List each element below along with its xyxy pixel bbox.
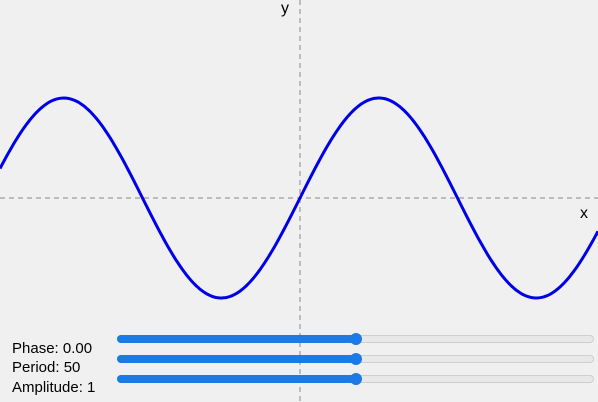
amplitude-slider[interactable] xyxy=(117,373,594,385)
phase-label: Phase: 0.00 xyxy=(12,340,93,357)
period-label: Period: 50 xyxy=(12,359,81,376)
phase-slider[interactable] xyxy=(117,333,594,345)
period-slider-fill xyxy=(117,355,356,363)
amplitude-label: Amplitude: 1 xyxy=(12,379,96,396)
phase-slider-thumb[interactable] xyxy=(349,333,362,345)
amplitude-slider-thumb[interactable] xyxy=(349,373,362,385)
x-axis-label: x xyxy=(580,205,588,222)
period-slider[interactable] xyxy=(117,353,594,365)
amplitude-slider-fill xyxy=(117,375,356,383)
phase-slider-fill xyxy=(117,335,356,343)
sine-curve xyxy=(0,96,598,300)
y-axis-label: y xyxy=(281,0,289,17)
period-slider-thumb[interactable] xyxy=(349,353,362,365)
